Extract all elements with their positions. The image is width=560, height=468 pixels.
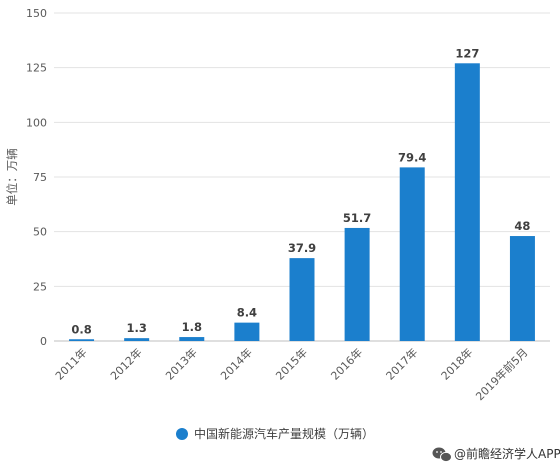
x-tick-label: 2011年 <box>52 345 89 382</box>
data-label: 8.4 <box>237 306 257 320</box>
legend: 中国新能源汽车产量规模（万辆） <box>176 426 374 441</box>
bar <box>69 339 95 341</box>
data-label: 127 <box>455 46 479 60</box>
legend-marker <box>176 428 188 440</box>
data-label: 0.8 <box>71 322 91 336</box>
x-tick-label: 2016年 <box>328 345 365 382</box>
y-axis-ticks: 0 25 50 75 100 125 150 <box>26 7 47 348</box>
bar <box>399 167 425 341</box>
gridlines <box>54 12 550 342</box>
data-labels: 0.8 1.3 1.8 8.4 37.9 51.7 79.4 127 48 <box>71 46 530 336</box>
y-tick-label: 0 <box>40 335 47 348</box>
x-tick-label: 2014年 <box>218 345 255 382</box>
x-tick-label: 2017年 <box>383 345 420 382</box>
x-tick-label: 2018年 <box>438 345 475 382</box>
y-tick-label: 100 <box>26 116 47 129</box>
x-tick-label: 2015年 <box>273 345 310 382</box>
data-label: 1.3 <box>126 321 146 335</box>
bar <box>289 258 315 341</box>
x-tick-label: 2019年前5月 <box>473 345 531 403</box>
y-tick-label: 75 <box>33 171 47 184</box>
legend-label: 中国新能源汽车产量规模（万辆） <box>194 426 374 441</box>
source-credit: @前瞻经济学人APP <box>432 446 560 463</box>
source-text: @前瞻经济学人APP <box>454 446 560 461</box>
bars <box>69 63 535 341</box>
bar <box>344 227 370 341</box>
data-label: 51.7 <box>343 211 371 225</box>
x-tick-label: 2012年 <box>107 345 144 382</box>
data-label: 37.9 <box>288 241 316 255</box>
bar <box>454 63 480 341</box>
bar <box>234 322 260 341</box>
y-tick-label: 50 <box>33 226 47 239</box>
y-axis-title: 单位：万辆 <box>5 148 19 206</box>
data-label: 79.4 <box>398 150 426 164</box>
data-label: 48 <box>514 219 530 233</box>
bar <box>179 337 205 341</box>
data-label: 1.8 <box>182 320 202 334</box>
bar <box>124 338 150 341</box>
x-axis-labels: 2011年 2012年 2013年 2014年 2015年 2016年 2017年 2018年… <box>52 345 530 403</box>
y-tick-label: 125 <box>26 62 47 75</box>
bar <box>509 236 535 341</box>
x-tick-label: 2013年 <box>162 345 199 382</box>
y-tick-label: 150 <box>26 7 47 20</box>
y-tick-label: 25 <box>33 280 47 293</box>
wechat-icon <box>432 447 452 463</box>
